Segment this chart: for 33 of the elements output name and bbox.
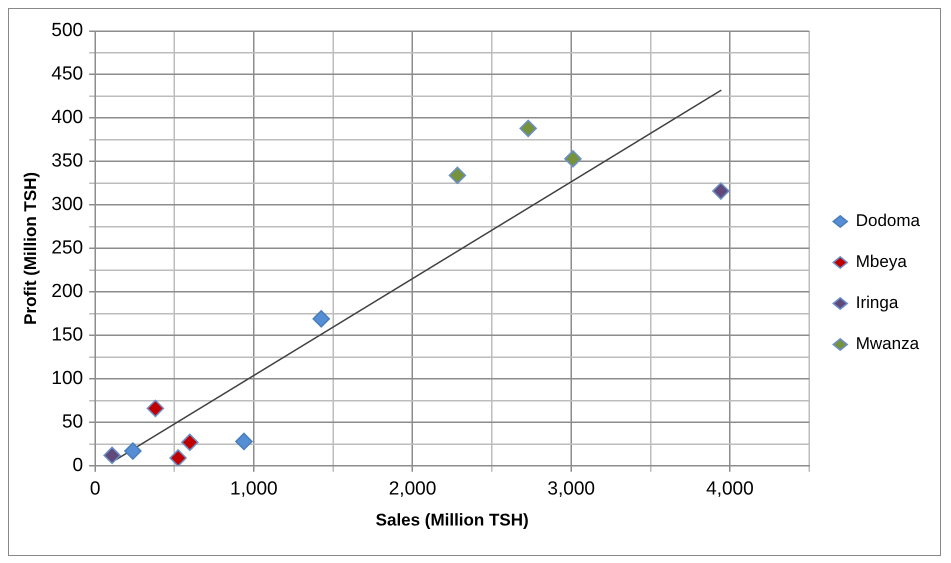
point — [448, 166, 466, 184]
y-tick-label: 300 — [51, 194, 84, 216]
point — [519, 120, 537, 138]
legend-label: Iringa — [856, 293, 899, 312]
y-tick-label: 200 — [51, 281, 84, 302]
y-tick-label: 50 — [62, 412, 84, 433]
legend-label: Dodoma — [856, 211, 921, 230]
y-axis-title: Profit (Million TSH) — [20, 172, 40, 325]
point — [312, 310, 330, 328]
y-tick-label: 100 — [51, 368, 84, 390]
legend-label: Mwanza — [856, 334, 920, 354]
x-tick-label: 4,000 — [706, 478, 754, 500]
point — [564, 150, 582, 168]
y-tick-label: 450 — [51, 64, 84, 85]
point — [235, 432, 253, 450]
x-axis-title: Sales (Million TSH) — [376, 510, 529, 530]
x-tick-label: 2,000 — [388, 478, 436, 500]
y-tick-label: 500 — [51, 20, 84, 42]
point — [146, 400, 164, 418]
point — [169, 449, 187, 466]
x-tick-label: 1,000 — [230, 478, 278, 500]
y-tick-label: 400 — [51, 107, 84, 128]
y-tick-label: 350 — [51, 150, 84, 172]
legend-label: Mbeya — [856, 252, 908, 272]
y-tick-label: 250 — [51, 238, 84, 259]
x-tick-label: 0 — [90, 478, 100, 500]
y-tick-label: 0 — [72, 455, 84, 476]
point — [181, 434, 199, 452]
point — [712, 182, 730, 200]
x-tick-label: 3,000 — [547, 478, 595, 500]
point — [124, 442, 142, 460]
y-tick-label: 150 — [51, 324, 84, 346]
point — [103, 446, 121, 464]
